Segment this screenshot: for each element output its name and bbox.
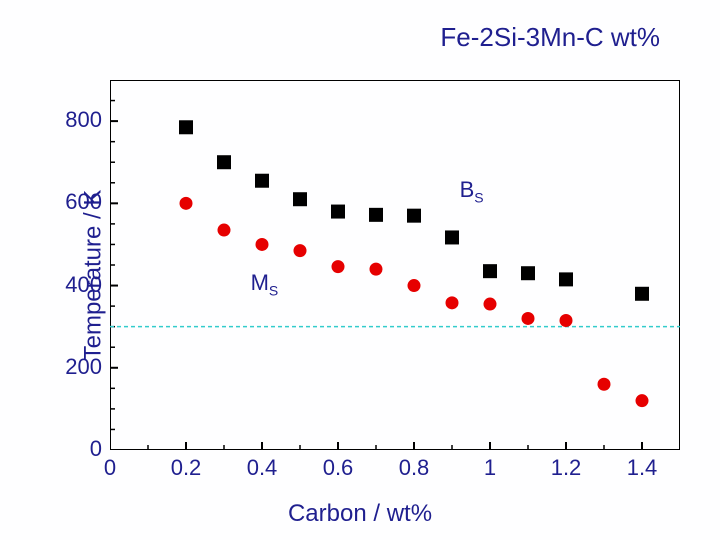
series-label-ms: MS — [251, 270, 279, 298]
ytick-label: 400 — [52, 272, 102, 298]
chart-title: Fe-2Si-3Mn-C wt% — [440, 22, 660, 53]
xtick-label: 0.2 — [171, 455, 202, 481]
plot-area — [110, 80, 680, 450]
xtick-label: 0.8 — [399, 455, 430, 481]
x-axis-label: Carbon / wt% — [0, 500, 720, 528]
series-label-bs: BS — [460, 177, 484, 205]
xtick-label: 1.4 — [627, 455, 658, 481]
chart-page: Fe-2Si-3Mn-C wt% Temperature / K Carbon … — [0, 0, 720, 540]
plot-svg — [110, 80, 680, 450]
ytick-label: 200 — [52, 354, 102, 380]
xtick-label: 1.2 — [551, 455, 582, 481]
xtick-label: 1 — [484, 455, 496, 481]
ytick-label: 600 — [52, 189, 102, 215]
ytick-label: 0 — [52, 436, 102, 462]
ytick-label: 800 — [52, 107, 102, 133]
xtick-label: 0 — [104, 455, 116, 481]
xtick-label: 0.4 — [247, 455, 278, 481]
xtick-label: 0.6 — [323, 455, 354, 481]
